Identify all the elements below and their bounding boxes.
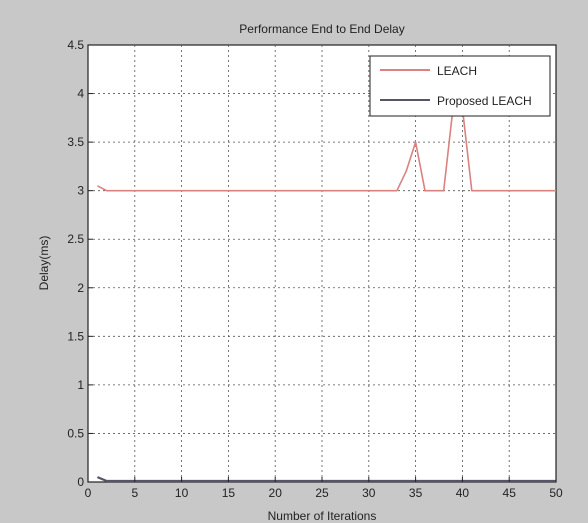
series-layer [96, 107, 556, 483]
x-tick-label: 30 [362, 486, 376, 500]
x-tick-label: 15 [222, 486, 236, 500]
series-line-leach [97, 107, 556, 192]
y-tick-label: 3 [77, 184, 84, 198]
y-tick-label: 4.5 [67, 38, 84, 52]
x-tick-label: 50 [549, 486, 563, 500]
x-tick-label: 20 [269, 486, 283, 500]
x-tick-label: 0 [85, 486, 92, 500]
y-tick-label: 1 [77, 378, 84, 392]
x-tick-label: 25 [315, 486, 329, 500]
legend: LEACH Proposed LEACH [369, 55, 551, 117]
x-tick-label: 5 [131, 486, 138, 500]
series-line-proposed-leach [96, 476, 556, 483]
y-tick-label: 0.5 [67, 426, 84, 440]
legend-box [369, 55, 551, 117]
y-axis-label: Delay(ms) [37, 236, 51, 291]
x-tick-label: 40 [456, 486, 470, 500]
axis-ticks: 0 5 10 15 20 25 30 35 40 45 50 0 0.5 1 1.5 2 2.5 3 3.5 4 4.5 [67, 38, 563, 500]
legend-label-leach: LEACH [437, 64, 477, 78]
y-tick-label: 3.5 [67, 135, 84, 149]
chart-title: Performance End to End Delay [239, 22, 404, 36]
x-tick-label: 35 [409, 486, 423, 500]
legend-label-proposed-leach: Proposed LEACH [437, 94, 532, 108]
y-tick-label: 2 [77, 281, 84, 295]
y-tick-label: 2.5 [67, 232, 84, 246]
y-tick-label: 0 [77, 475, 84, 489]
x-tick-label: 10 [175, 486, 189, 500]
x-tick-label: 45 [503, 486, 517, 500]
y-tick-label: 1.5 [67, 329, 84, 343]
plot-area [87, 44, 557, 483]
y-tick-label: 4 [77, 87, 84, 101]
x-axis-label: Number of Iterations [268, 509, 377, 523]
